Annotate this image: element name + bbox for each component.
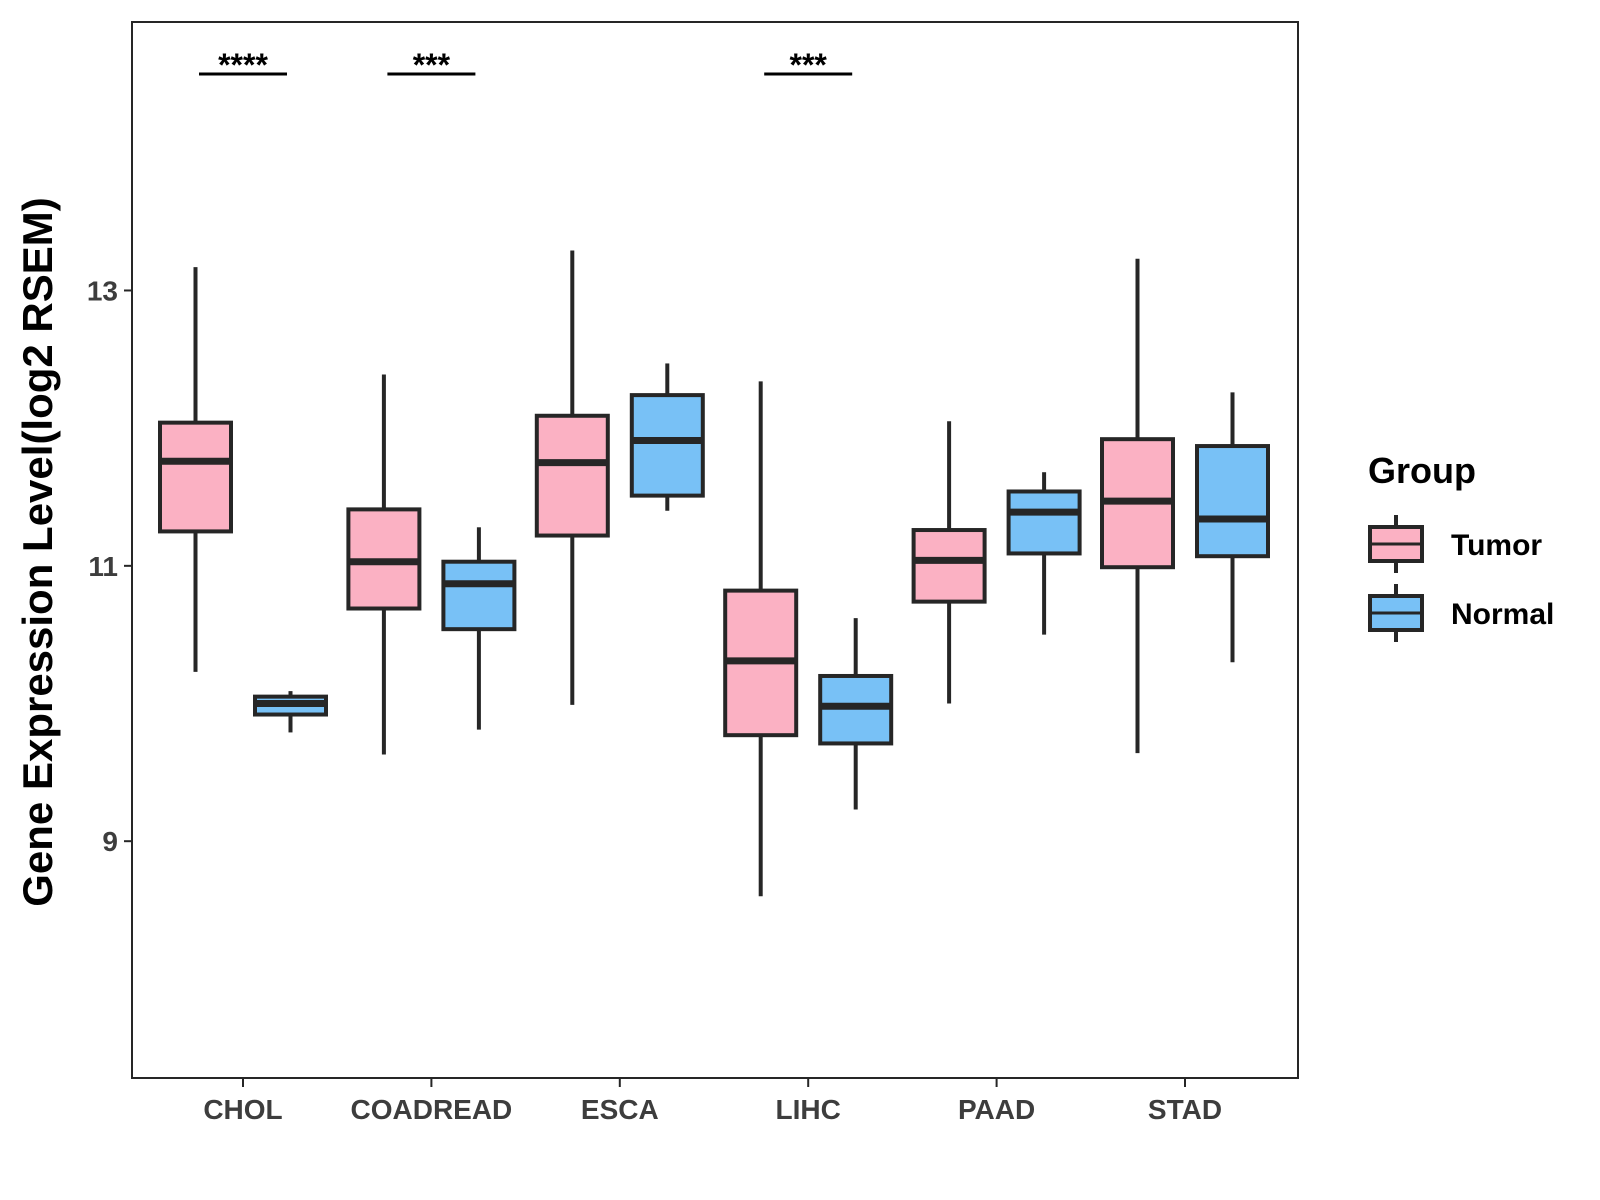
boxplot-tumor-esca xyxy=(534,250,610,705)
box-iqr xyxy=(1195,444,1270,559)
y-tick-label: 13 xyxy=(87,275,118,306)
significance-label: *** xyxy=(790,47,828,83)
boxplot-tumor-lihc xyxy=(723,381,799,897)
legend: Group Tumor Normal xyxy=(1368,450,1554,642)
legend-key-tumor xyxy=(1368,515,1424,573)
box-iqr xyxy=(441,559,517,632)
x-tick-label: STAD xyxy=(1148,1094,1222,1125)
panel-border xyxy=(131,21,1299,1079)
box-iqr xyxy=(629,393,705,498)
significance-lihc: *** xyxy=(764,47,853,83)
boxplot-tumor-paad xyxy=(911,421,987,704)
x-tick-label: LIHC xyxy=(776,1094,841,1125)
legend-item-normal: Normal xyxy=(1368,584,1554,642)
significance-coadread: *** xyxy=(387,47,476,83)
x-tick-label: CHOL xyxy=(203,1094,282,1125)
box-iqr xyxy=(911,528,987,604)
legend-label: Tumor xyxy=(1451,529,1542,562)
boxplot-tumor-chol xyxy=(158,267,233,672)
legend-key-normal xyxy=(1368,584,1424,642)
legend-title: Group xyxy=(1368,450,1476,491)
boxplot-normal-paad xyxy=(1006,472,1082,635)
legend-label: Normal xyxy=(1451,598,1554,631)
significance-label: *** xyxy=(413,47,451,83)
legend-item-tumor: Tumor xyxy=(1368,515,1542,573)
x-tick-label: COADREAD xyxy=(351,1094,513,1125)
boxplot-normal-stad xyxy=(1195,392,1270,663)
boxplot-normal-coadread xyxy=(441,527,517,730)
y-axis-title: Gene Expression Level(log2 RSEM) xyxy=(14,197,61,907)
y-tick-label: 9 xyxy=(102,826,118,857)
significance-chol: **** xyxy=(199,47,287,83)
boxplot-normal-chol xyxy=(253,691,328,733)
box-iqr xyxy=(534,413,610,538)
axes: 9 11 13 CHOL COADREAD ESCA LIHC PAAD STAD xyxy=(87,21,1299,1125)
plot-area: **** *** *** xyxy=(158,47,1270,897)
y-tick-label: 11 xyxy=(88,551,118,582)
boxplot-normal-esca xyxy=(629,363,705,511)
x-tick-label: ESCA xyxy=(581,1094,659,1125)
boxplot-tumor-coadread xyxy=(346,374,422,755)
x-tick-label: PAAD xyxy=(958,1094,1035,1125)
boxplot-normal-lihc xyxy=(818,618,894,810)
box-iqr xyxy=(1006,489,1082,556)
significance-label: **** xyxy=(218,47,268,83)
boxplot-tumor-stad xyxy=(1100,258,1175,754)
box-iqr xyxy=(158,420,233,534)
